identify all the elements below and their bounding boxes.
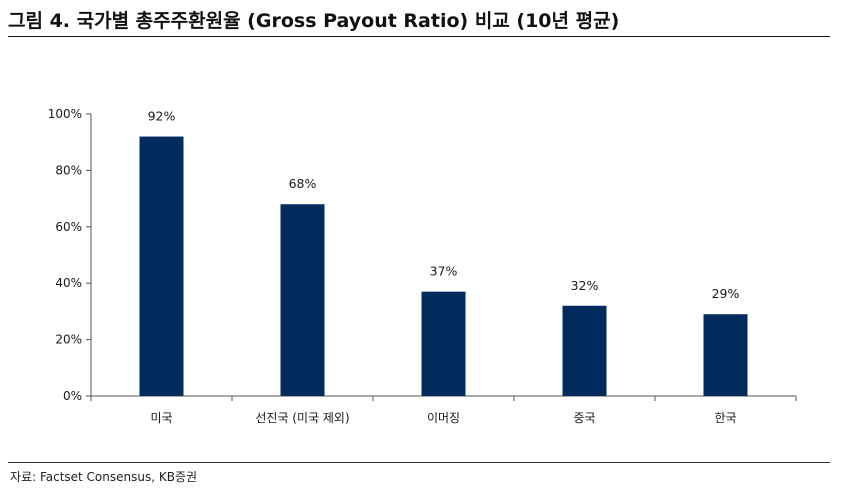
chart-title: 그림 4. 국가별 총주주환원율 (Gross Payout Ratio) 비교…: [8, 10, 620, 32]
y-tick-label: 0%: [63, 389, 82, 403]
category-labels: 미국 선진국 (미국 제외) 이머징 중국 한국: [150, 411, 736, 425]
source-divider: [8, 462, 830, 463]
y-axis: 0% 20% 40% 60% 80% 100%: [48, 107, 92, 403]
category-label: 한국: [714, 411, 736, 425]
bar: [703, 314, 748, 396]
title-divider: [8, 36, 830, 37]
y-tick-label: 60%: [55, 220, 82, 234]
data-label: 29%: [712, 286, 740, 301]
category-label: 이머징: [427, 411, 460, 425]
x-axis: [90, 395, 797, 401]
y-tick-label: 40%: [55, 276, 82, 290]
source-note: 자료: Factset Consensus, KB증권: [10, 470, 198, 484]
y-tick-label: 20%: [55, 333, 82, 347]
data-labels: 92% 68% 37% 32% 29%: [148, 109, 740, 302]
bars: [139, 136, 748, 396]
bar: [421, 291, 466, 396]
y-tick-label: 80%: [55, 163, 82, 177]
bar: [139, 136, 184, 396]
bar: [280, 204, 325, 396]
category-label: 미국: [150, 411, 172, 425]
bar: [562, 305, 607, 396]
category-label: 중국: [573, 411, 595, 425]
data-label: 32%: [571, 278, 599, 293]
y-tick-label: 100%: [48, 107, 82, 121]
category-label: 선진국 (미국 제외): [255, 411, 349, 425]
data-label: 68%: [289, 176, 317, 191]
data-label: 92%: [148, 109, 176, 124]
data-label: 37%: [430, 264, 458, 279]
